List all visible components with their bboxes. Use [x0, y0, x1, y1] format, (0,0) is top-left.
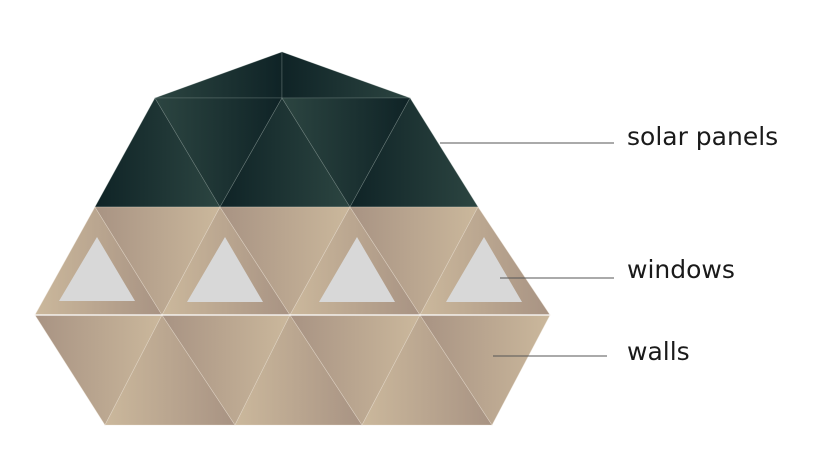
solar-panel	[154, 51, 283, 99]
label-walls: walls	[627, 337, 690, 366]
window	[319, 237, 395, 302]
window	[187, 237, 263, 302]
label-solar-panels: solar panels	[627, 122, 779, 151]
windows-group	[59, 237, 522, 302]
solar-panels-section	[94, 51, 479, 208]
window	[446, 237, 522, 302]
solar-panel	[281, 51, 411, 99]
window	[59, 237, 135, 301]
label-windows: windows	[627, 255, 735, 284]
walls-section	[34, 314, 551, 426]
leader-lines	[440, 142, 614, 357]
